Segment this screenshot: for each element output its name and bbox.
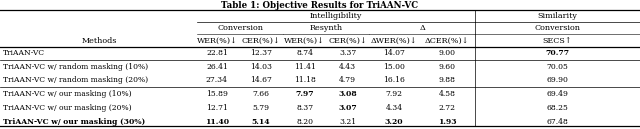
Text: 11.40: 11.40 [205,118,229,126]
Text: 3.20: 3.20 [385,118,404,126]
Text: Conversion: Conversion [534,24,580,32]
Text: 9.88: 9.88 [439,76,456,84]
Text: 12.71: 12.71 [206,104,228,112]
Text: TriAAN-VC w/ random masking (20%): TriAAN-VC w/ random masking (20%) [3,76,148,84]
Text: 9.60: 9.60 [439,63,456,71]
Text: 4.43: 4.43 [339,63,356,71]
Text: ΔCER(%)↓: ΔCER(%)↓ [425,37,470,45]
Text: CER(%)↓: CER(%)↓ [328,37,367,45]
Text: 11.41: 11.41 [294,63,316,71]
Text: 7.92: 7.92 [386,90,403,98]
Text: 70.05: 70.05 [547,63,568,71]
Text: 4.34: 4.34 [386,104,403,112]
Text: Conversion: Conversion [217,24,263,32]
Text: 14.67: 14.67 [250,76,272,84]
Text: Similarity: Similarity [538,12,577,20]
Text: WER(%)↓: WER(%)↓ [196,37,237,45]
Text: 12.37: 12.37 [250,49,272,57]
Text: 4.79: 4.79 [339,76,356,84]
Text: 5.14: 5.14 [252,118,271,126]
Text: 15.00: 15.00 [383,63,405,71]
Text: TriAAN-VC w/ our masking (20%): TriAAN-VC w/ our masking (20%) [3,104,132,112]
Text: TriAAN-VC w/ our masking (10%): TriAAN-VC w/ our masking (10%) [3,90,132,98]
Text: 7.97: 7.97 [295,90,314,98]
Text: ΔWER(%)↓: ΔWER(%)↓ [371,37,417,45]
Text: TriAAN-VC w/ our masking (30%): TriAAN-VC w/ our masking (30%) [3,118,145,126]
Text: 1.93: 1.93 [438,118,457,126]
Text: Intelligibility: Intelligibility [310,12,362,20]
Text: TriAAN-VC w/ random masking (10%): TriAAN-VC w/ random masking (10%) [3,63,148,71]
Text: 8.74: 8.74 [296,49,313,57]
Text: 22.81: 22.81 [206,49,228,57]
Text: 8.20: 8.20 [296,118,313,126]
Text: 69.49: 69.49 [547,90,568,98]
Text: 27.34: 27.34 [206,76,228,84]
Text: TriAAN-VC: TriAAN-VC [3,49,45,57]
Text: 3.07: 3.07 [338,104,357,112]
Text: Δ: Δ [419,24,425,32]
Text: 15.89: 15.89 [206,90,228,98]
Text: 2.72: 2.72 [439,104,456,112]
Text: 11.18: 11.18 [294,76,316,84]
Text: 5.79: 5.79 [253,104,269,112]
Text: 7.66: 7.66 [253,90,269,98]
Text: 14.07: 14.07 [383,49,405,57]
Text: 9.00: 9.00 [439,49,456,57]
Text: 8.37: 8.37 [296,104,313,112]
Text: 26.41: 26.41 [206,63,228,71]
Text: 68.25: 68.25 [547,104,568,112]
Text: 3.37: 3.37 [339,49,356,57]
Text: SECS↑: SECS↑ [543,37,572,45]
Text: 3.08: 3.08 [338,90,357,98]
Text: CER(%)↓: CER(%)↓ [242,37,280,45]
Text: 14.03: 14.03 [250,63,272,71]
Text: 4.58: 4.58 [439,90,456,98]
Text: Resynth: Resynth [310,24,342,32]
Text: Table 1: Objective Results for TriAAN-VC: Table 1: Objective Results for TriAAN-VC [221,1,419,10]
Text: Methods: Methods [81,37,117,45]
Text: 69.90: 69.90 [547,76,568,84]
Text: 70.77: 70.77 [545,49,570,57]
Text: 16.16: 16.16 [383,76,405,84]
Text: 67.48: 67.48 [547,118,568,126]
Text: WER(%)↓: WER(%)↓ [284,37,325,45]
Text: 3.21: 3.21 [339,118,356,126]
